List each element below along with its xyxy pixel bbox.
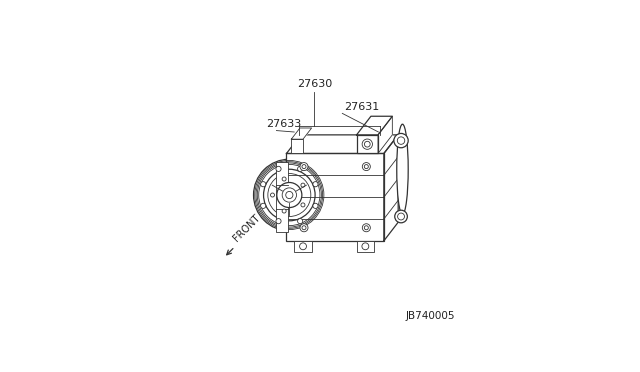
Circle shape bbox=[395, 210, 407, 223]
Circle shape bbox=[276, 166, 281, 171]
Circle shape bbox=[260, 182, 266, 187]
Polygon shape bbox=[291, 128, 312, 139]
Circle shape bbox=[253, 159, 325, 231]
Circle shape bbox=[301, 203, 305, 207]
Circle shape bbox=[282, 177, 286, 181]
Circle shape bbox=[362, 139, 372, 149]
Circle shape bbox=[362, 243, 369, 250]
Circle shape bbox=[313, 203, 318, 208]
Bar bbox=[356, 241, 374, 252]
Bar bbox=[291, 139, 303, 154]
Circle shape bbox=[301, 183, 305, 187]
Text: 27633: 27633 bbox=[266, 119, 301, 129]
Circle shape bbox=[313, 182, 318, 187]
Ellipse shape bbox=[397, 124, 408, 214]
Circle shape bbox=[268, 173, 311, 217]
Circle shape bbox=[302, 164, 306, 169]
Circle shape bbox=[298, 166, 303, 171]
Circle shape bbox=[397, 213, 404, 220]
Circle shape bbox=[364, 164, 369, 169]
Bar bbox=[294, 241, 312, 252]
Text: FRONT: FRONT bbox=[231, 212, 262, 243]
Polygon shape bbox=[287, 135, 398, 154]
Circle shape bbox=[271, 193, 275, 197]
Circle shape bbox=[364, 141, 370, 147]
Polygon shape bbox=[378, 116, 392, 154]
Circle shape bbox=[397, 137, 404, 144]
Text: JB740005: JB740005 bbox=[406, 311, 456, 321]
Circle shape bbox=[302, 226, 306, 230]
Circle shape bbox=[362, 224, 371, 232]
Text: 27631: 27631 bbox=[344, 102, 379, 112]
Circle shape bbox=[394, 134, 408, 148]
Circle shape bbox=[276, 219, 281, 224]
Circle shape bbox=[300, 163, 308, 171]
Bar bbox=[276, 162, 288, 232]
Circle shape bbox=[300, 243, 307, 250]
Text: 27630: 27630 bbox=[298, 79, 333, 89]
Bar bbox=[356, 135, 378, 154]
Circle shape bbox=[282, 209, 286, 213]
Circle shape bbox=[364, 226, 369, 230]
Circle shape bbox=[285, 192, 293, 199]
Circle shape bbox=[260, 203, 266, 208]
Circle shape bbox=[276, 183, 302, 208]
Bar bbox=[287, 154, 384, 241]
Circle shape bbox=[362, 163, 371, 171]
Polygon shape bbox=[384, 135, 398, 241]
Polygon shape bbox=[356, 116, 392, 135]
Circle shape bbox=[282, 188, 296, 202]
Circle shape bbox=[264, 169, 315, 221]
Circle shape bbox=[300, 224, 308, 232]
Circle shape bbox=[298, 219, 303, 224]
